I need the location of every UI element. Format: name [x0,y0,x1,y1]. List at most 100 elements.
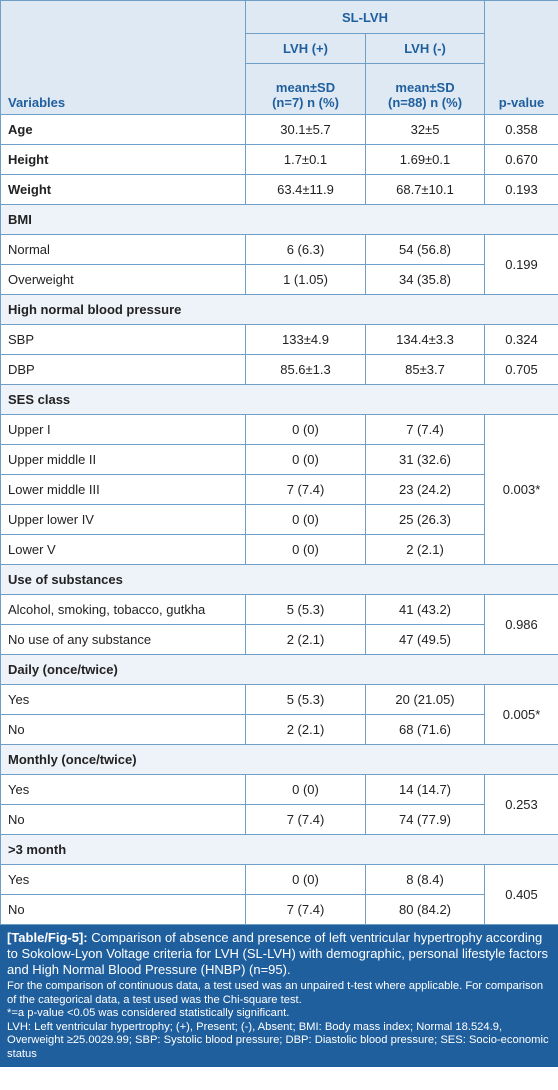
header-row-3: mean±SD (n=7) n (%) mean±SD (n=88) n (%) [1,63,558,115]
row-label: Upper middle II [0,444,246,475]
cell-lvh-absent: 25 (26.3) [364,504,486,535]
row-label: Yes [0,684,246,715]
row-label: SBP [0,324,246,355]
cell-p-value: 0.358 [484,114,558,145]
section-row: Use of substances [0,564,558,595]
caption-title: Comparison of absence and presence of le… [7,930,548,977]
cell-lvh-present: 2 (2.1) [245,714,366,745]
section-heading: SES class [0,384,558,415]
cell-lvh-absent: 31 (32.6) [364,444,486,475]
cell-p-value: 0.405 [484,864,558,925]
row-label: Weight [0,174,246,205]
cell-p-value: 0.253 [484,774,558,835]
header-variables: Variables [0,0,246,115]
cell-lvh-present: 2 (2.1) [245,624,366,655]
row-label: DBP [0,354,246,385]
cell-p-value: 0.199 [484,234,558,295]
table-row: No 7 (7.4) 74 (77.9) [0,804,558,835]
header-stat-present-line2: (n=7) n (%) [272,95,339,110]
row-label: Upper I [0,414,246,445]
header-lvh-present: LVH (+) [245,33,366,64]
cell-lvh-absent: 8 (8.4) [364,864,486,895]
cell-lvh-absent: 14 (14.7) [364,774,486,805]
header-stat-present-line1: mean±SD [275,80,336,95]
section-row: Monthly (once/twice) [0,744,558,775]
cell-lvh-present: 85.6±1.3 [245,354,366,385]
row-label: Lower V [0,534,246,565]
table-row: Overweight 1 (1.05) 34 (35.8) [0,264,558,295]
cell-lvh-present: 7 (7.4) [245,804,366,835]
cell-lvh-absent: 54 (56.8) [364,234,486,265]
header-sl-lvh: SL-LVH [244,0,486,34]
table-figure: Variables SL-LVH p-value LVH (+) LVH (-)… [0,0,558,1067]
row-label: Normal [0,234,246,265]
cell-lvh-absent: 134.4±3.3 [364,324,486,355]
section-row: High normal blood pressure [0,294,558,325]
cell-lvh-absent: 68.7±10.1 [364,174,486,205]
row-label: Yes [0,864,246,895]
cell-lvh-absent: 32±5 [364,114,486,145]
section-row: SES class [0,384,558,415]
table-row: Age 30.1±5.7 32±5 0.358 [0,114,558,145]
cell-lvh-present: 1 (1.05) [245,264,366,295]
table-row: Height 1.7±0.1 1.69±0.1 0.670 [0,144,558,175]
row-label: Age [0,114,246,145]
caption-title-block: [Table/Fig-5]: Comparison of absence and… [7,930,551,978]
section-heading: Use of substances [0,564,558,595]
table-row: Lower middle III 7 (7.4) 23 (24.2) [0,474,558,505]
header-p-value: p-value [484,0,558,115]
section-row: Daily (once/twice) [0,654,558,685]
row-label: No use of any substance [0,624,246,655]
section-row: BMI [0,204,558,235]
caption-label: [Table/Fig-5]: [7,930,88,945]
cell-lvh-absent: 1.69±0.1 [364,144,486,175]
cell-lvh-absent: 23 (24.2) [364,474,486,505]
table-row: Yes 0 (0) 8 (8.4) 0.405 [0,864,558,925]
cell-lvh-present: 133±4.9 [245,324,366,355]
cell-p-value: 0.003* [484,414,558,565]
cell-lvh-absent: 34 (35.8) [364,264,486,295]
cell-p-value: 0.670 [484,144,558,175]
cell-lvh-present: 7 (7.4) [245,894,366,925]
table-row: No use of any substance 2 (2.1) 47 (49.5… [0,624,558,655]
row-label: No [0,714,246,745]
row-label: No [0,804,246,835]
table-row: Upper lower IV 0 (0) 25 (26.3) [0,504,558,535]
section-heading: BMI [0,204,558,235]
caption-note-tests: For the comparison of continuous data, a… [7,980,544,1006]
row-label: Upper lower IV [0,504,246,535]
cell-p-value: 0.986 [484,594,558,655]
table-row: Alcohol, smoking, tobacco, gutkha 5 (5.3… [0,594,558,655]
section-heading: Daily (once/twice) [0,654,558,685]
section-heading: Monthly (once/twice) [0,744,558,775]
header-stat-absent-line2: (n=88) n (%) [387,95,463,110]
table-row: Yes 0 (0) 14 (14.7) 0.253 [0,774,558,835]
cell-p-value: 0.324 [484,324,558,355]
caption-note-significance: *=a p-value <0.05 was considered statist… [7,1007,290,1019]
cell-lvh-present: 0 (0) [245,414,366,445]
table-row: No 7 (7.4) 80 (84.2) [0,894,558,925]
row-label: Yes [0,774,246,805]
cell-lvh-present: 1.7±0.1 [245,144,366,175]
table-row: SBP 133±4.9 134.4±3.3 0.324 [0,324,558,355]
results-table: Variables SL-LVH p-value LVH (+) LVH (-)… [0,0,558,925]
cell-lvh-absent: 7 (7.4) [364,414,486,445]
cell-lvh-absent: 47 (49.5) [364,624,486,655]
table-row: Yes 5 (5.3) 20 (21.05) 0.005* [0,684,558,745]
cell-lvh-absent: 74 (77.9) [364,804,486,835]
header-stat-absent: mean±SD (n=88) n (%) [364,63,486,115]
cell-lvh-present: 0 (0) [245,504,366,535]
table-row: Upper I 0 (0) 7 (7.4) 0.003* [0,414,558,565]
section-heading: >3 month [0,834,558,865]
cell-p-value: 0.005* [484,684,558,745]
table-row: DBP 85.6±1.3 85±3.7 0.705 [0,354,558,385]
cell-lvh-present: 6 (6.3) [245,234,366,265]
cell-lvh-present: 0 (0) [245,864,366,895]
section-row: >3 month [0,834,558,865]
table-row: Upper middle II 0 (0) 31 (32.6) [0,444,558,475]
cell-p-value: 0.193 [484,174,558,205]
row-label: No [0,894,246,925]
cell-lvh-present: 0 (0) [245,774,366,805]
section-heading: High normal blood pressure [0,294,558,325]
cell-lvh-present: 0 (0) [245,534,366,565]
